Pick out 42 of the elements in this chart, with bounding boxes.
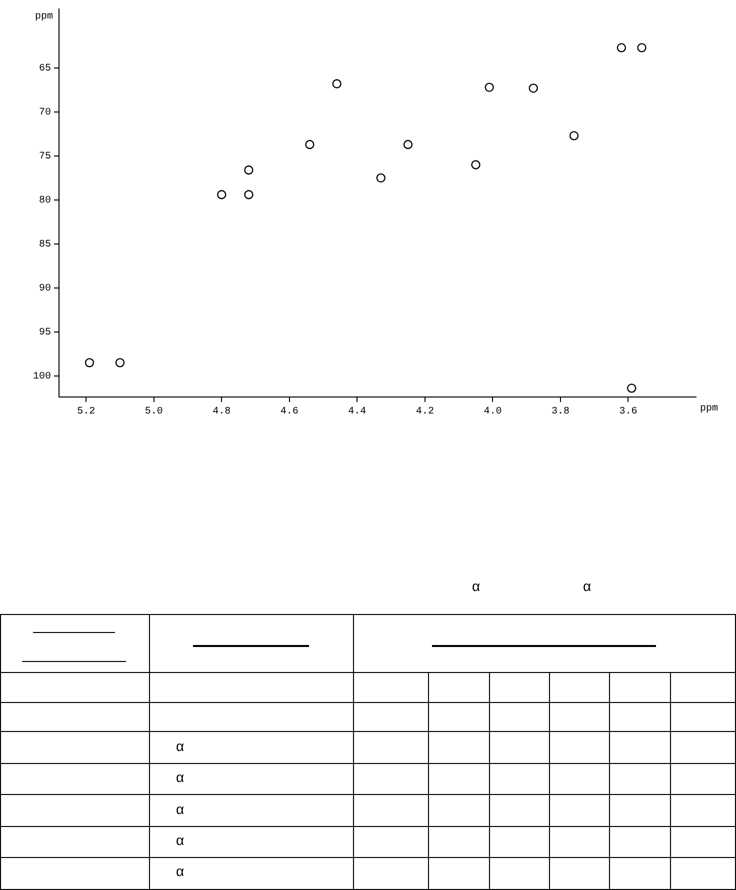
point [217, 190, 226, 200]
text: α [176, 738, 184, 754]
point [471, 160, 480, 170]
point [627, 384, 636, 393]
text: α [176, 863, 184, 879]
x-tick-label: 4.6 [280, 406, 298, 418]
point [616, 43, 626, 52]
x-tick-label: 5.0 [144, 406, 163, 418]
point [332, 79, 342, 88]
x-tick-label: 3.8 [551, 406, 570, 418]
text: α [472, 578, 480, 594]
point [84, 358, 94, 368]
point [376, 173, 386, 183]
x-tick-label: 4.2 [416, 406, 434, 418]
point [569, 131, 579, 140]
x-tick-label: 3.6 [619, 406, 638, 418]
point [484, 82, 494, 92]
y-tick-label: 65 [38, 64, 52, 75]
y-tick-label: 85 [38, 240, 52, 251]
point [403, 140, 413, 150]
x-tick-label: 4.0 [484, 406, 502, 418]
text: α [176, 801, 184, 817]
point [115, 358, 125, 368]
x-axis-title: ppm [700, 404, 718, 415]
y-tick-label: 75 [38, 152, 52, 163]
x-tick-label: 5.2 [77, 406, 96, 418]
text: α [176, 832, 184, 848]
x-tick-label: 4.4 [348, 406, 366, 418]
point [637, 43, 646, 52]
y-tick-label: 80 [38, 196, 52, 207]
point [305, 140, 314, 150]
point [244, 190, 254, 200]
y-tick-label: 90 [38, 284, 52, 295]
y-tick-label: 70 [38, 108, 52, 119]
text: α [176, 769, 184, 785]
x-tick-label: 4.8 [212, 406, 231, 418]
y-tick-label: 95 [38, 328, 52, 339]
point [528, 84, 538, 93]
text: α [583, 578, 592, 594]
point [244, 165, 254, 175]
y-axis-title: ppm [34, 12, 54, 23]
y-tick-label: 100 [32, 372, 52, 383]
